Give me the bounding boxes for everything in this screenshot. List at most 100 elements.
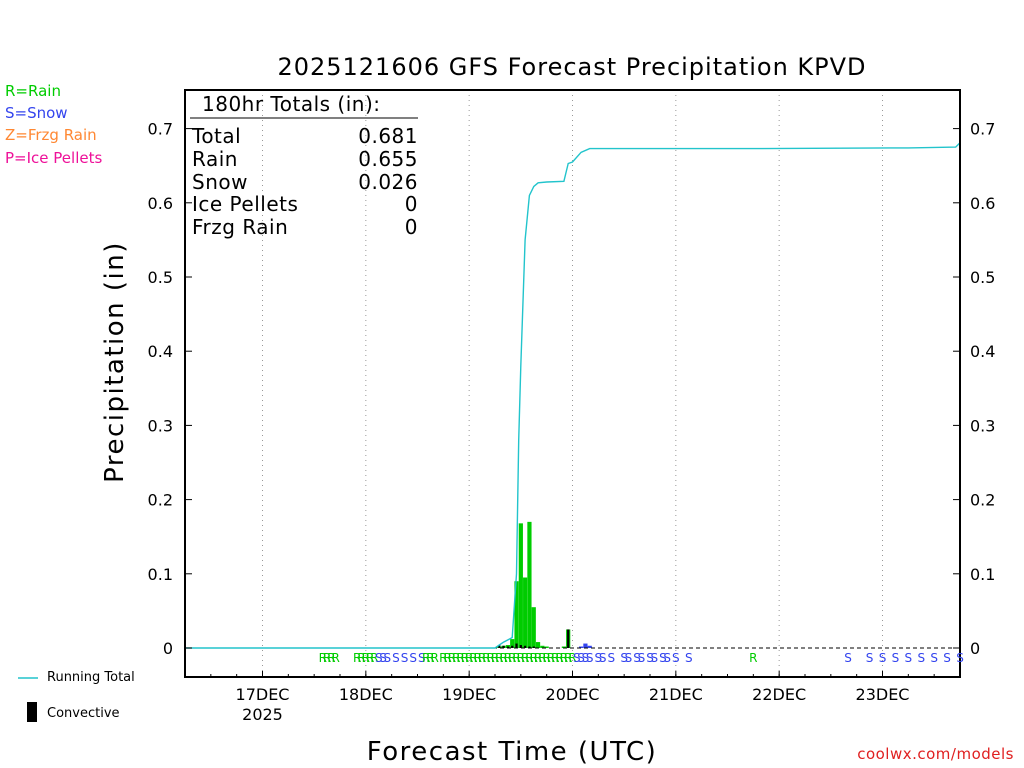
convective-bar: [515, 643, 518, 648]
precip-type-marker: R: [508, 651, 516, 665]
rain-bar: [540, 645, 545, 648]
totals-label-snow: Snow: [192, 170, 248, 194]
precip-type-marker: S: [633, 651, 641, 665]
legend-convective: Convective: [47, 706, 120, 721]
precip-type-marker: S: [650, 651, 658, 665]
x-tick-label: 18DEC: [339, 685, 393, 704]
x-tick-label: 23DEC: [856, 685, 910, 704]
precip-type-marker: R: [323, 651, 331, 665]
totals-value-snow: 0.026: [358, 170, 418, 194]
y-tick-label-right: 0.5: [970, 268, 995, 287]
x-axis-label: Forecast Time (UTC): [367, 737, 658, 767]
legend-running-total: Running Total: [47, 670, 135, 685]
snow-bar: [583, 643, 588, 648]
precip-type-marker: S: [418, 651, 426, 665]
x-tick-label: 20DEC: [546, 685, 600, 704]
y-tick-label-left: 0: [163, 639, 173, 658]
totals-header: 180hr Totals (in):: [202, 92, 381, 116]
precip-type-marker: S: [879, 651, 887, 665]
precip-type-marker: S: [956, 651, 964, 665]
precip-type-marker: S: [595, 651, 603, 665]
precip-type-marker: R: [319, 651, 327, 665]
precip-type-marker: R: [469, 651, 477, 665]
precip-type-marker: S: [573, 651, 581, 665]
x-tick-label: 22DEC: [752, 685, 806, 704]
totals-label-frzg-rain: Frzg Rain: [192, 215, 289, 239]
precip-type-marker: S: [409, 651, 417, 665]
convective-bars: [498, 629, 570, 648]
x-tick-label: 17DEC: [236, 685, 290, 704]
y-tick-label-right: 0: [970, 639, 980, 658]
credit-link[interactable]: coolwx.com/models: [857, 745, 1014, 763]
rain-bar: [561, 646, 566, 648]
y-axis-left: 0 0.1 0.2 0.3 0.4 0.5 0.6 0.7: [148, 120, 192, 658]
legend-frzg-rain: Z=Frzg Rain: [5, 126, 97, 144]
precip-type-marker: S: [379, 651, 387, 665]
legend-snow: S=Snow: [5, 104, 68, 122]
precip-type-marker: S: [930, 651, 938, 665]
y-axis-label: Precipitation (in): [100, 241, 130, 483]
x-tick-label: 21DEC: [649, 685, 703, 704]
precip-type-marker: R: [443, 651, 451, 665]
snow-bar: [579, 646, 584, 648]
precip-type-marker: S: [625, 651, 633, 665]
precip-type-marker: S: [577, 651, 585, 665]
convective-swatch: [27, 702, 37, 722]
convective-bar: [524, 645, 527, 648]
precip-type-marker: R: [530, 651, 538, 665]
precip-type-marker: R: [521, 651, 529, 665]
precip-type-marker: R: [327, 651, 335, 665]
convective-bar: [532, 646, 535, 648]
convective-bar: [506, 646, 510, 648]
precip-type-marker: S: [646, 651, 654, 665]
precip-type-marker: R: [370, 651, 378, 665]
snow-bars: [579, 643, 592, 648]
chart-title: 2025121606 GFS Forecast Precipitation KP…: [277, 53, 866, 81]
precip-type-marker: R: [542, 651, 550, 665]
precip-type-marker: S: [401, 651, 409, 665]
precip-type-marker: S: [892, 651, 900, 665]
precip-type-marker: R: [512, 651, 520, 665]
precip-type-marker: R: [426, 651, 434, 665]
precip-type-marker: R: [478, 651, 486, 665]
y-tick-label-right: 0.4: [970, 342, 995, 361]
precip-type-marker: R: [353, 651, 361, 665]
precip-type-marker: R: [517, 651, 525, 665]
convective-bar: [511, 645, 514, 648]
y-tick-label-right: 0.6: [970, 194, 995, 213]
rain-bar: [514, 581, 519, 648]
rain-bar: [535, 642, 541, 648]
precip-type-marker: S: [582, 651, 590, 665]
precip-type-marker: S: [392, 651, 400, 665]
rain-bars: [497, 521, 571, 648]
y-tick-label-right: 0.3: [970, 416, 995, 435]
rain-bar: [510, 639, 515, 648]
precip-type-marker: R: [465, 651, 473, 665]
precip-type-marker: S: [685, 651, 693, 665]
precip-type-marker: S: [943, 651, 951, 665]
convective-bar: [502, 645, 505, 648]
y-tick-label-left: 0.7: [148, 120, 173, 139]
precip-type-marker: R: [431, 651, 439, 665]
y-tick-label-left: 0.5: [148, 268, 173, 287]
y-tick-label-left: 0.2: [148, 491, 173, 510]
y-tick-label-left: 0.6: [148, 194, 173, 213]
precip-type-marker: R: [749, 651, 757, 665]
precip-type-marker: R: [491, 651, 499, 665]
convective-bar: [567, 629, 570, 648]
precip-type-marker: S: [638, 651, 646, 665]
convective-bar: [528, 646, 531, 648]
totals-label-ice-pellets: Ice Pellets: [192, 192, 299, 216]
precip-type-marker: S: [375, 651, 383, 665]
precip-type-marker: S: [866, 651, 874, 665]
plot-frame: [184, 89, 961, 678]
precip-type-marker: R: [555, 651, 563, 665]
precip-type-marker: R: [422, 651, 430, 665]
precip-type-marker: S: [607, 651, 615, 665]
precip-type-marker: S: [844, 651, 852, 665]
precip-type-marker: R: [564, 651, 572, 665]
y-axis-right: 0 0.1 0.2 0.3 0.4 0.5 0.6 0.7: [953, 120, 995, 658]
